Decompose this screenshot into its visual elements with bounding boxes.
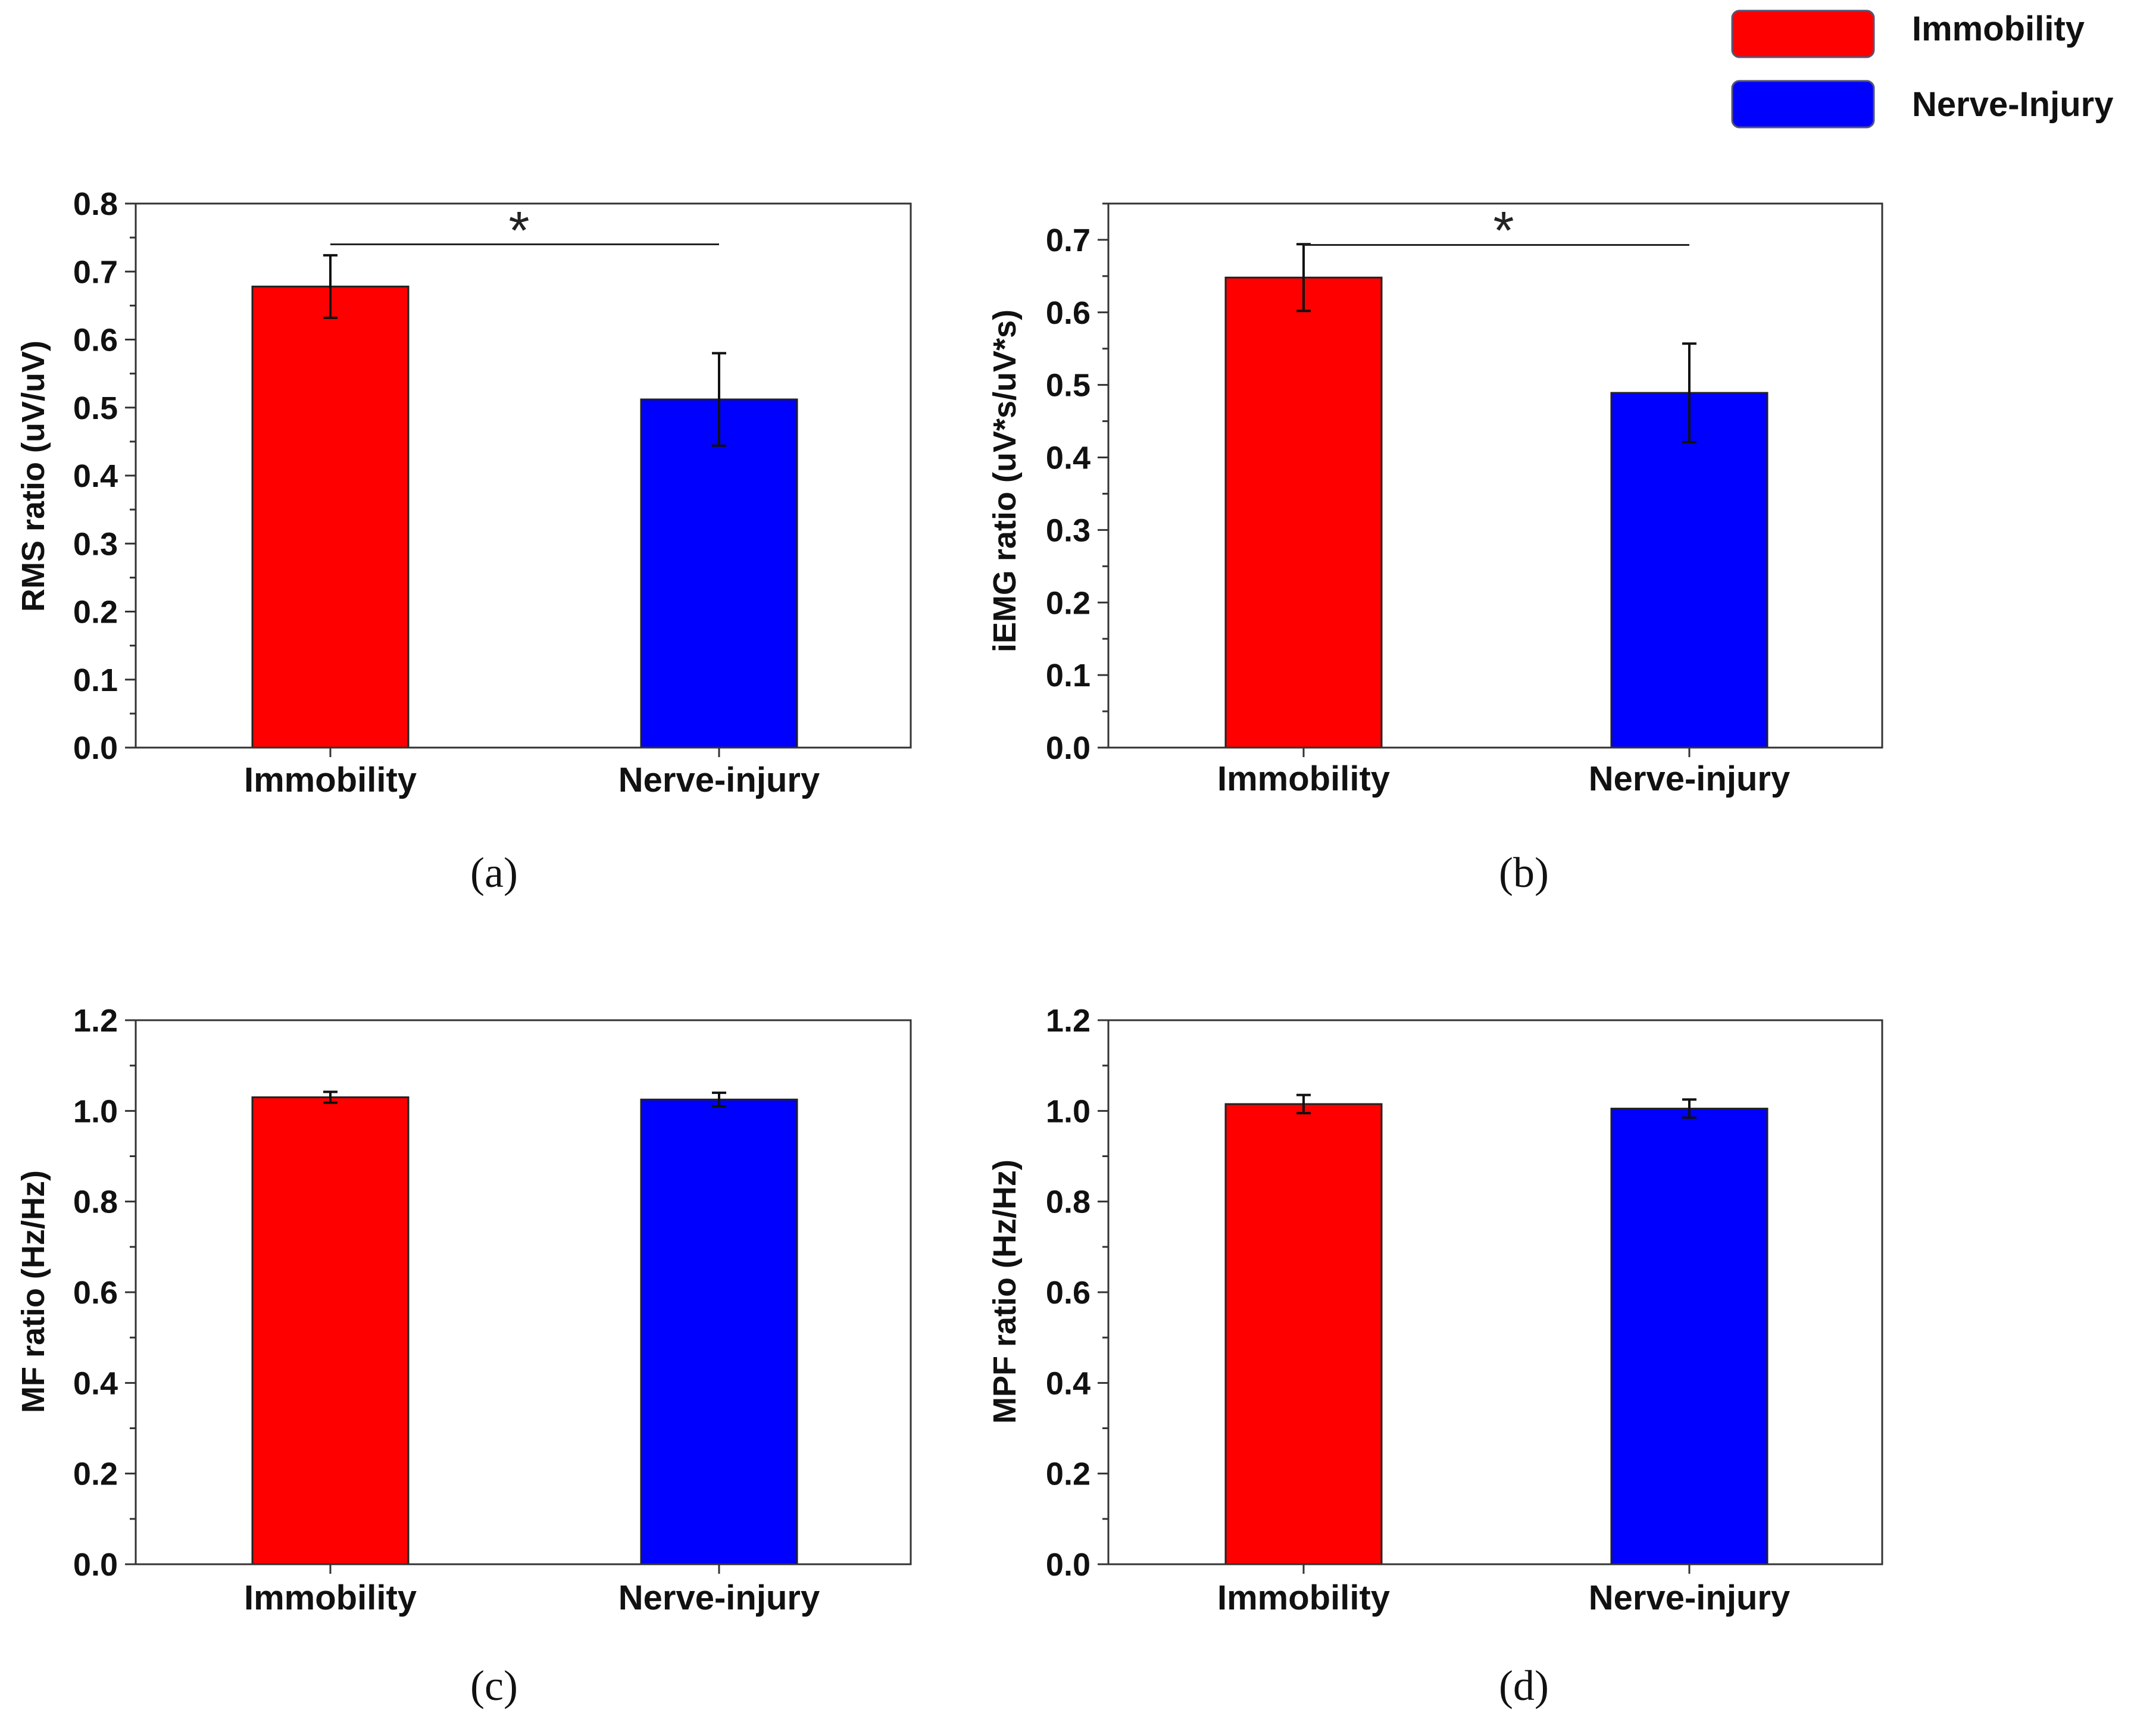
y-axis-title: iEMG ratio (uV*s/uV*s) [987, 310, 1023, 652]
chart-panel-b: 0.0 0.1 0.2 0.3 0.4 0.5 0.6 0.7 Immobility Nerv… [987, 201, 1883, 896]
y-tick-label: 0.3 [73, 526, 118, 562]
y-tick-label: 0.7 [73, 254, 118, 290]
x-tick-label-nerve-injury: Nerve-injury [618, 761, 820, 799]
y-tick-label: 0.4 [73, 458, 118, 494]
chart-panel-d: 0.0 0.2 0.4 0.6 0.8 1.0 1.2 Immobility Nerve-i… [987, 1003, 1883, 1709]
bar [1610, 1108, 1768, 1565]
legend-label-nerve-injury: Nerve-Injury [1912, 85, 2113, 124]
y-tick-label: 0.6 [73, 323, 118, 358]
y-tick-label: 0.2 [73, 1457, 118, 1492]
legend: Immobility Nerve-Injury [1731, 10, 2113, 129]
significance-star: * [508, 201, 529, 261]
y-tick-label: 0.6 [1046, 1275, 1091, 1311]
y-axis-title: MPF ratio (Hz/Hz) [987, 1159, 1023, 1424]
y-tick-label: 0.8 [73, 186, 118, 222]
legend-label-immobility: Immobility [1912, 10, 2085, 48]
y-axis-title: MF ratio (Hz/Hz) [15, 1170, 51, 1413]
y-tick-label: 0.0 [1046, 730, 1091, 766]
y-tick-label: 0.1 [1046, 658, 1091, 693]
chart-panel-c: 0.0 0.2 0.4 0.6 0.8 1.0 1.2 Immobility Nerve-i… [15, 1003, 912, 1709]
y-tick-label: 0.2 [1046, 1457, 1091, 1492]
panel-label: (d) [1499, 1662, 1549, 1709]
y-tick-label: 0.8 [73, 1184, 118, 1220]
bar [1224, 1103, 1383, 1565]
legend-swatch-immobility [1731, 10, 1875, 58]
plot-frame [1107, 202, 1883, 749]
bar [251, 285, 410, 749]
x-tick-label-nerve-injury: Nerve-injury [618, 1579, 820, 1617]
y-tick-label: 1.0 [73, 1093, 118, 1129]
y-tick-label: 0.4 [1046, 440, 1091, 476]
y-tick-label: 0.6 [73, 1275, 118, 1311]
y-tick-label: 0.7 [1046, 223, 1091, 258]
y-tick-label: 1.0 [1046, 1093, 1091, 1129]
bar [1224, 276, 1383, 749]
x-tick-label-nerve-injury: Nerve-injury [1589, 1579, 1790, 1617]
bar [640, 398, 798, 749]
chart-panel-a: 0.0 0.1 0.2 0.3 0.4 0.5 0.6 0.7 0.8 Immobility N… [15, 186, 912, 896]
x-tick-label-immobility: Immobility [244, 1579, 417, 1617]
y-tick-label: 0.0 [73, 730, 118, 766]
y-tick-label: 0.0 [73, 1547, 118, 1583]
panel-label: (c) [470, 1662, 518, 1709]
y-tick-label: 1.2 [73, 1003, 118, 1039]
y-tick-label: 0.2 [73, 595, 118, 630]
bar [1610, 392, 1768, 749]
y-tick-label: 0.5 [1046, 368, 1091, 404]
panel-label: (b) [1499, 849, 1549, 896]
y-tick-label: 0.8 [1046, 1184, 1091, 1220]
x-tick-label-immobility: Immobility [244, 761, 417, 799]
legend-swatch-nerve-injury [1731, 80, 1875, 129]
y-tick-label: 0.3 [1046, 512, 1091, 548]
y-tick-label: 0.0 [1046, 1547, 1091, 1583]
panel-label: (a) [470, 849, 518, 896]
bar [640, 1098, 798, 1565]
significance-star: * [1493, 201, 1514, 261]
y-tick-label: 0.5 [73, 390, 118, 426]
x-tick-label-immobility: Immobility [1217, 1579, 1390, 1617]
x-tick-label-nerve-injury: Nerve-injury [1589, 760, 1790, 798]
bar [251, 1096, 410, 1565]
x-tick-label-immobility: Immobility [1217, 760, 1390, 798]
y-tick-label: 1.2 [1046, 1003, 1091, 1039]
y-tick-label: 0.2 [1046, 585, 1091, 621]
y-tick-label: 0.4 [73, 1365, 118, 1401]
y-axis-title: RMS ratio (uV/uV) [15, 340, 51, 612]
y-tick-label: 0.1 [73, 662, 118, 698]
y-tick-label: 0.6 [1046, 295, 1091, 331]
y-tick-label: 0.4 [1046, 1365, 1091, 1401]
